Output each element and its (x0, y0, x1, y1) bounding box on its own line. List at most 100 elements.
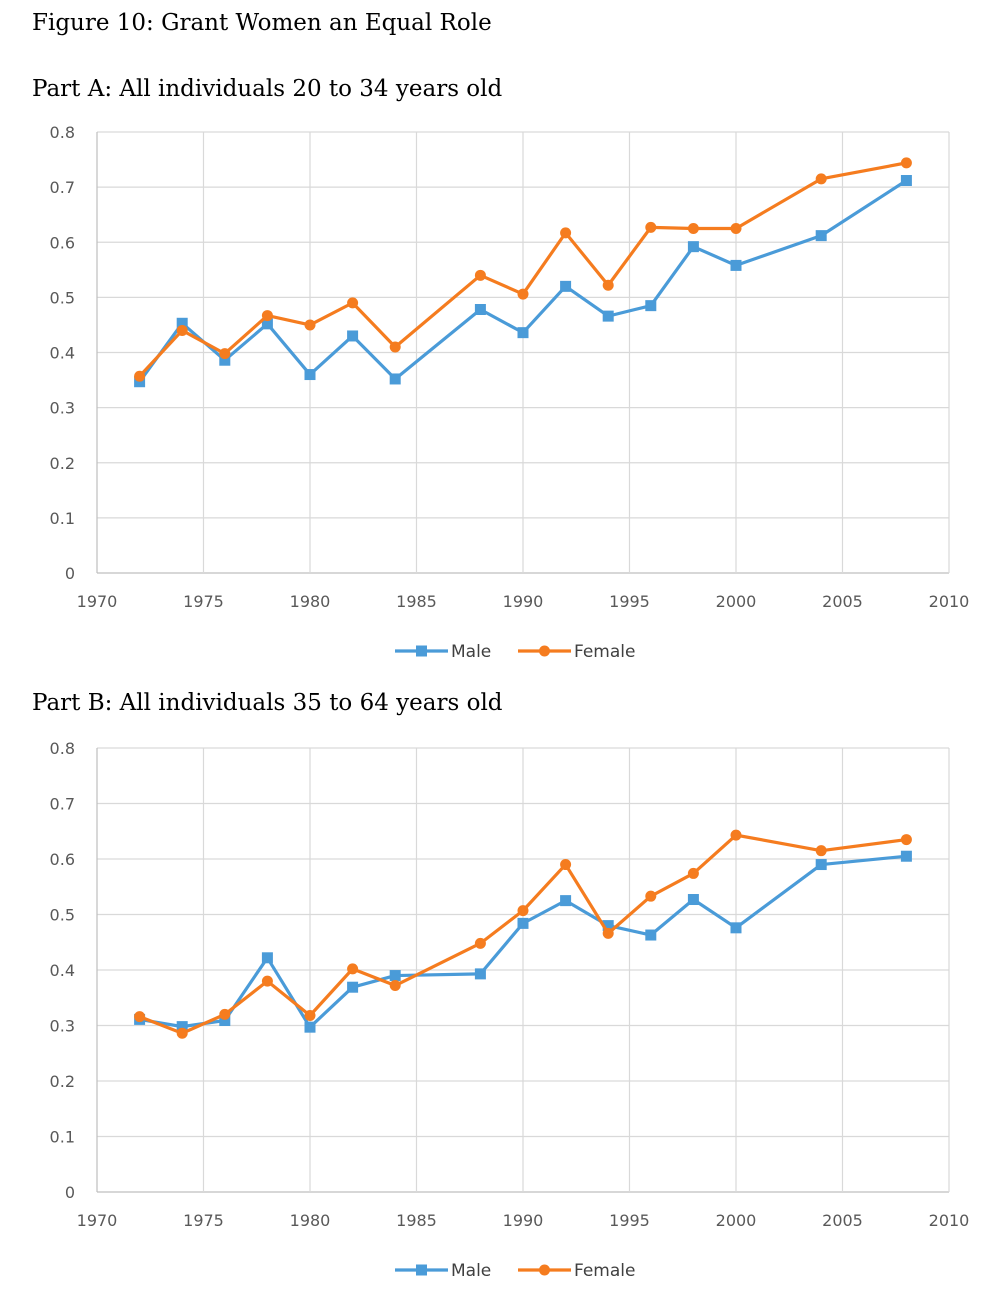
chart-b-female-point (602, 927, 614, 939)
chart-b-series-female-line (139, 833, 907, 1035)
chart-a-male-point (304, 369, 316, 381)
chart-a-male-point (602, 310, 614, 322)
chart-b-legend-marker-female (539, 1264, 550, 1276)
chart-a-y-tick-label: 0.2 (50, 454, 75, 473)
chart-b-male-point (517, 917, 529, 929)
chart-b-x-tick-label: 1985 (396, 1211, 437, 1230)
chart-a-female-point (517, 288, 529, 300)
chart-b-male-point (347, 981, 359, 993)
chart-b-male-point (261, 952, 273, 964)
chart-a-male-point (900, 175, 912, 187)
figure-title: Figure 10: Grant Women an Equal Role (32, 10, 492, 36)
chart-a-female-point (261, 310, 273, 322)
chart-a-female-point (219, 348, 231, 360)
chart-a-female-point (602, 279, 614, 291)
chart-a-male-point (347, 330, 359, 342)
chart-b-y-tick-label: 0.1 (50, 1128, 75, 1147)
chart-b-male-point (389, 970, 401, 982)
chart-a-male-point (134, 376, 146, 388)
chart-b-male-point (900, 850, 912, 862)
chart-b-y-tick-label: 0.5 (50, 906, 75, 925)
chart-b-male-point (602, 920, 614, 932)
chart-b-male-point (687, 894, 699, 906)
chart-b-female-point (304, 1010, 316, 1022)
chart-a-legend-marker-female (539, 645, 550, 657)
chart-a-female-point (730, 222, 742, 234)
chart-a-female-point (176, 324, 188, 336)
chart-b-y-tick-label: 0.3 (50, 1017, 75, 1036)
chart-b-male-point (474, 968, 486, 980)
chart-a-x-tick-label: 1970 (77, 592, 118, 611)
chart-b-x-tick-label: 1975 (183, 1211, 224, 1230)
chart-b-female-point (730, 829, 742, 841)
chart-a-x-tick-label: 2010 (929, 592, 970, 611)
chart-b-female-point (389, 980, 401, 992)
chart-b-male-point (730, 922, 742, 934)
chart-a-y-tick-label: 0 (65, 564, 75, 583)
chart-a-y-tick-label: 0.1 (50, 509, 75, 528)
chart-b-y-tick-label: 0.4 (50, 961, 75, 980)
chart-b-series-male-line (139, 854, 907, 1029)
chart-a-x-tick-label: 1980 (290, 592, 331, 611)
chart-a-male-point (474, 304, 486, 316)
chart-a: 0 0.1 0.2 0.3 0.4 0.5 0.6 0.7 0.8 1970 1975 1980 198… (50, 123, 970, 662)
chart-a-x-tick-label: 1990 (503, 592, 544, 611)
chart-a-male-point (219, 354, 231, 366)
chart-a-male-point (176, 317, 188, 329)
chart-a-x-tick-label: 2000 (716, 592, 757, 611)
chart-b-legend-label-female: Female (574, 1261, 635, 1281)
chart-b-female-point (347, 963, 359, 975)
chart-a-female-point (815, 173, 827, 185)
chart-b-female-point (687, 867, 699, 879)
chart-a-male-point (261, 318, 273, 330)
chart-a-series-female-line (138, 161, 907, 378)
chart-a-x-tick-label: 1995 (609, 592, 650, 611)
chart-a-female-point (474, 269, 486, 281)
chart-a-y-tick-label: 0.3 (50, 399, 75, 418)
chart-a-title: Part A: All individuals 20 to 34 years o… (32, 76, 503, 102)
chart-a-male-point (517, 327, 529, 339)
chart-b-y-tick-label: 0.6 (50, 850, 75, 869)
chart-b-female-point (261, 975, 273, 987)
chart-a-y-tick-label: 0.8 (50, 123, 75, 142)
chart-b-legend-label-male: Male (451, 1261, 491, 1281)
chart-a-legend-marker-male (416, 645, 427, 657)
chart-b-legend-marker-male (416, 1264, 427, 1276)
chart-b-x-tick-label: 2005 (822, 1211, 863, 1230)
chart-a-female-point (389, 341, 401, 353)
chart-a-y-tick-label: 0.4 (50, 344, 75, 363)
chart-a-male-point (389, 373, 401, 385)
chart-b-male-point (645, 929, 657, 941)
chart-b-y-tick-label: 0 (65, 1183, 75, 1202)
chart-a-male-point (730, 259, 742, 271)
chart-b-x-tick-label: 1980 (290, 1211, 331, 1230)
chart-a-series-male-line (138, 179, 908, 383)
chart-a-female-point (687, 222, 699, 234)
chart-b-x-tick-label: 1970 (77, 1211, 118, 1230)
chart-b-female-point (219, 1008, 231, 1020)
chart-a-female-point (900, 157, 912, 169)
chart-a-y-tick-label: 0.7 (50, 178, 75, 197)
chart-b-y-tick-label: 0.8 (50, 739, 75, 758)
chart-a-female-point (645, 221, 657, 233)
chart-b-female-point (815, 845, 827, 857)
chart-a-female-point (134, 370, 146, 382)
chart-a-female-point (347, 297, 359, 309)
chart-b-x-tick-label: 2010 (929, 1211, 970, 1230)
chart-b-female-point (645, 890, 657, 902)
chart-b-female-point (900, 834, 912, 846)
chart-a-male-point (645, 300, 657, 312)
chart-b-y-tick-label: 0.2 (50, 1072, 75, 1091)
chart-b-male-point (219, 1015, 231, 1027)
chart-b-female-point (134, 1011, 146, 1023)
chart-a-y-tick-label: 0.6 (50, 233, 75, 252)
chart-a-y-tick-label: 0.5 (50, 288, 75, 307)
chart-a-x-tick-label: 1975 (183, 592, 224, 611)
chart-a-legend-label-female: Female (574, 642, 635, 662)
chart-b-female-point (474, 937, 486, 949)
chart-b-x-tick-label: 1995 (609, 1211, 650, 1230)
chart-b-male-point (560, 895, 572, 907)
chart-a-x-tick-label: 2005 (822, 592, 863, 611)
chart-a-male-point (560, 280, 572, 292)
